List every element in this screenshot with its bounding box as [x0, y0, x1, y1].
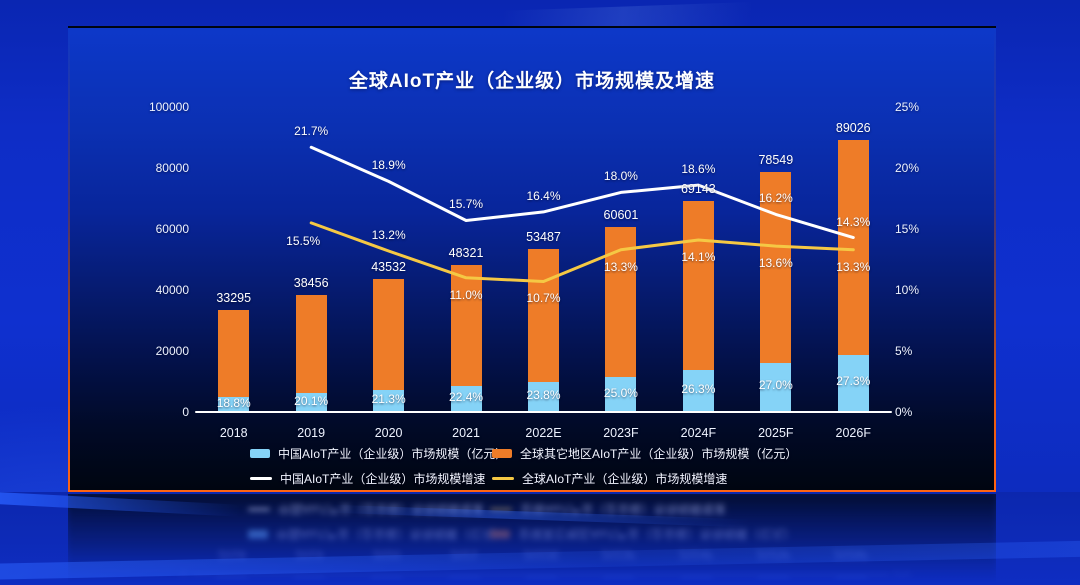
line-point-label: 15.7% [449, 197, 484, 212]
bar-share-label: 22.4% [449, 390, 484, 405]
y2-axis-tick: 25% [895, 100, 920, 114]
y-axis-tick: 20000 [155, 344, 189, 358]
bar-others-segment [682, 201, 714, 371]
bar-others-segment [837, 140, 869, 355]
bar-others-segment [218, 310, 250, 398]
plot-area: 0 20000 40000 60000 80000 100000 0% 5% 10% 15% 20%… [70, 28, 998, 494]
x-axis-label: 2026F [835, 426, 871, 440]
legend-label: 中国AIoT产业（企业级）市场规模增速 [280, 472, 486, 486]
line-point-label: 13.3% [603, 259, 638, 274]
bar-total-label: 78549 [758, 153, 794, 168]
legend-row: 中国AIoT产业（企业级）市场规模增速 全球AIoT产业（企业级）市场规模增速 [250, 470, 797, 487]
bar-share-label: 21.3% [371, 392, 406, 407]
x-axis-label: 2022E [525, 426, 562, 440]
legend-bar-swatch [250, 449, 270, 458]
y2-axis-tick: 20% [895, 161, 920, 175]
line-point-label: 13.2% [371, 227, 406, 242]
y2-axis-tick: 5% [895, 344, 913, 358]
y-axis-tick: 0 [182, 405, 189, 419]
bar-share-label: 20.1% [294, 393, 329, 408]
bar-china-segment [373, 390, 405, 412]
line-point-label: 15.5% [286, 233, 321, 248]
legend-line-swatch [492, 477, 514, 480]
bar-china-segment [605, 377, 637, 412]
bar-total-label: 48321 [448, 245, 484, 260]
line-point-label: 13.6% [758, 256, 793, 271]
bar-total-label: 33295 [216, 291, 252, 306]
line-point-label: 11.0% [449, 287, 483, 302]
y-axis-tick: 80000 [155, 161, 189, 175]
bar-china-segment [528, 382, 559, 412]
chart-legend: 中国AIoT产业（企业级）市场规模（亿元） 全球其它地区AIoT产业（企业级）市场… [250, 445, 797, 487]
legend-bar-swatch [492, 449, 512, 458]
y-axis-tick: 60000 [155, 222, 189, 236]
bar-total-label: 43532 [371, 260, 406, 275]
legend-label: 中国AIoT产业（企业级）市场规模（亿元） [278, 447, 508, 461]
bar-share-label: 26.3% [681, 382, 716, 397]
bar-total-label: 53487 [526, 229, 561, 244]
y2-axis-tick: 0% [895, 405, 913, 419]
bar-share-label: 27.3% [836, 374, 871, 389]
line-point-label: 14.3% [836, 214, 871, 229]
bar-china-segment [295, 393, 327, 412]
bar-china-segment [837, 354, 869, 412]
y2-axis-tick: 15% [895, 222, 920, 236]
chart-title: 全球AIoT产业（企业级）市场规模及增速 [348, 71, 716, 92]
line-point-label: 18.0% [603, 169, 638, 184]
bar-china-segment [218, 397, 250, 412]
bar-share-label: 25.0% [603, 385, 638, 400]
legend-label: 全球其它地区AIoT产业（企业级）市场规模（亿元） [520, 447, 798, 461]
bar-share-label: 23.8% [526, 388, 561, 403]
bar-share-label: 18.8% [216, 395, 251, 410]
x-axis-line [195, 411, 892, 413]
line-point-label: 18.9% [371, 158, 406, 173]
legend-item: 全球其它地区AIoT产业（企业级）市场规模（亿元） [492, 445, 797, 462]
y-axis-tick: 40000 [155, 283, 189, 297]
y2-axis-tick: 10% [895, 283, 920, 297]
bar-total-label: 38456 [293, 275, 329, 290]
bar-others-segment [528, 248, 559, 383]
bar-others-segment [373, 279, 405, 391]
x-axis-label: 2018 [219, 426, 248, 440]
x-axis-label: 2021 [452, 426, 480, 440]
x-axis-label: 2023F [603, 426, 639, 440]
chart-panel: 全球AIoT产业（企业级）市场规模及增速 0 20000 40000 60000 800… [68, 26, 996, 492]
bar-china-segment [760, 362, 792, 412]
bar-others-segment [605, 227, 637, 378]
bar-others-segment [450, 264, 482, 387]
line-point-label: 21.7% [294, 124, 329, 139]
bar-china-segment [450, 386, 482, 412]
y-axis-tick: 100000 [148, 100, 189, 114]
line-point-label: 13.3% [836, 259, 871, 274]
bar-share-label: 27.0% [758, 378, 793, 393]
x-axis-label: 2024F [680, 426, 717, 440]
floor-reflection: 全球AIoT产业（企业级）市场规模及增速 0200004000060000800… [68, 494, 996, 582]
line-point-label: 16.2% [758, 191, 793, 206]
x-axis-label: 2025F [758, 426, 794, 440]
bar-total-label: 69143 [680, 182, 716, 197]
legend-item: 中国AIoT产业（企业级）市场规模（亿元） [250, 445, 507, 462]
floor-background: 全球AIoT产业（企业级）市场规模及增速 0200004000060000800… [0, 492, 1080, 585]
bar-others-segment [295, 294, 327, 394]
legend-row: 中国AIoT产业（企业级）市场规模（亿元） 全球其它地区AIoT产业（企业级）市场… [250, 445, 797, 462]
legend-item: 中国AIoT产业（企业级）市场规模增速 [250, 470, 492, 487]
x-axis-label: 2020 [374, 426, 403, 440]
x-axis-label: 2019 [297, 426, 326, 440]
line-point-label: 16.4% [526, 188, 561, 203]
line-point-label: 14.1% [681, 249, 716, 264]
bar-total-label: 89026 [835, 121, 871, 136]
bar-china-segment [682, 370, 714, 412]
legend-label: 全球AIoT产业（企业级）市场规模增速 [522, 472, 728, 486]
legend-line-swatch [250, 477, 272, 480]
x-axis-labels: 2018 2019 2020 2021 2022E 2023F 2024F 2025F 2026… [70, 426, 998, 444]
legend-item: 全球AIoT产业（企业级）市场规模增速 [492, 470, 797, 487]
line-point-label: 10.7% [526, 291, 561, 306]
bar-total-label: 60601 [603, 208, 639, 223]
line-point-label: 18.6% [681, 162, 716, 177]
